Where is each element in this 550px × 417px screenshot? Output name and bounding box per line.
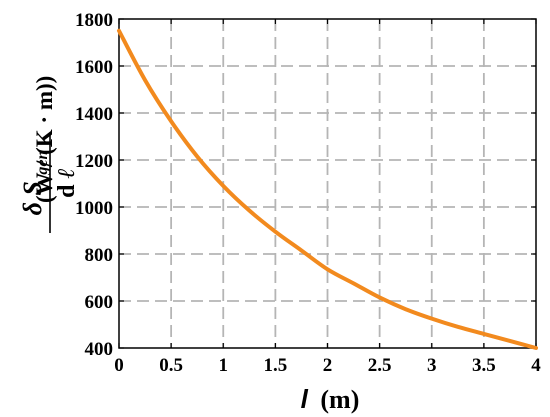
x-axis-variable: l — [301, 384, 309, 414]
y-axis-d: d — [54, 184, 80, 198]
grid — [119, 19, 536, 348]
x-tick-label: 3.5 — [472, 355, 496, 376]
x-tick-label: 1 — [219, 355, 229, 376]
y-tick-label: 800 — [85, 245, 114, 266]
x-tick-label: 4 — [531, 355, 541, 376]
y-axis-unit: (W / (K · m)) — [32, 76, 57, 203]
x-axis-unit: (m) — [320, 385, 359, 414]
y-tick-label: 400 — [85, 339, 114, 360]
x-tick-label: 2 — [323, 355, 333, 376]
data-line — [117, 28, 538, 350]
y-axis-denominator: d ℓ — [54, 168, 80, 198]
x-tick-label: 2.5 — [368, 355, 392, 376]
x-tick-labels: 0 0.5 1 1.5 2 2.5 3 3.5 4 — [114, 355, 541, 376]
x-tick-label: 0.5 — [159, 355, 183, 376]
x-tick-label: 3 — [427, 355, 437, 376]
y-tick-label: 1400 — [75, 104, 113, 125]
y-axis-subscript: gen — [34, 151, 51, 176]
x-axis-title: l (m) — [301, 384, 360, 414]
y-tick-label: 600 — [85, 292, 114, 313]
y-tick-label: 1800 — [75, 10, 113, 31]
y-axis-ell: ℓ — [54, 168, 80, 178]
x-tick-label: 1.5 — [264, 355, 288, 376]
y-tick-label: 1600 — [75, 57, 113, 78]
tick-marks — [118, 18, 537, 349]
y-tick-label: 1000 — [75, 198, 113, 219]
y-axis-delta: δ — [18, 202, 47, 215]
y-axis-numerator: δ S gen — [18, 151, 51, 216]
y-tick-label: 1200 — [75, 151, 113, 172]
x-tick-label: 0 — [114, 355, 124, 376]
y-axis-title: δ S gen d ℓ — [18, 133, 80, 233]
y-axis-s: S — [18, 181, 47, 195]
y-tick-labels: 400 600 800 1000 1200 1400 1600 1800 — [75, 10, 113, 360]
